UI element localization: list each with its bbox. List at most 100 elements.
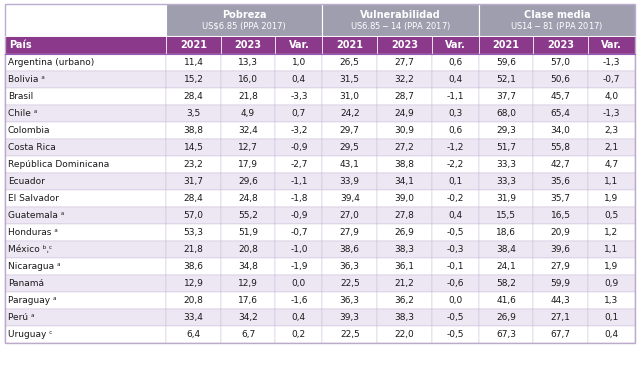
Bar — [323, 122, 377, 139]
Bar — [275, 258, 323, 275]
Text: 0,6: 0,6 — [448, 58, 462, 67]
Bar — [221, 36, 275, 54]
Text: -0,9: -0,9 — [290, 211, 308, 220]
Text: 30,9: 30,9 — [394, 126, 414, 135]
Text: -0,5: -0,5 — [447, 313, 464, 322]
Text: 33,3: 33,3 — [496, 177, 516, 186]
Bar — [323, 292, 377, 309]
Text: 2021: 2021 — [180, 40, 207, 50]
Bar — [479, 292, 533, 309]
Text: 57,0: 57,0 — [184, 211, 204, 220]
Text: 0,4: 0,4 — [292, 75, 306, 84]
Bar — [166, 54, 221, 71]
Bar — [5, 122, 166, 139]
Bar — [377, 224, 431, 241]
Text: 0,4: 0,4 — [448, 75, 462, 84]
Text: 2023: 2023 — [547, 40, 574, 50]
Bar — [588, 54, 635, 71]
Text: 1,1: 1,1 — [604, 177, 619, 186]
Bar — [588, 224, 635, 241]
Text: 27,8: 27,8 — [394, 211, 414, 220]
Bar — [479, 190, 533, 207]
Text: 36,1: 36,1 — [394, 262, 414, 271]
Bar — [5, 258, 166, 275]
Text: 39,4: 39,4 — [340, 194, 360, 203]
Text: 39,6: 39,6 — [550, 245, 571, 254]
Text: 52,1: 52,1 — [496, 75, 516, 84]
Text: 27,9: 27,9 — [550, 262, 570, 271]
Text: 0,0: 0,0 — [292, 279, 306, 288]
Bar — [275, 173, 323, 190]
Bar — [533, 122, 588, 139]
Bar — [275, 156, 323, 173]
Bar — [221, 54, 275, 71]
Bar — [533, 207, 588, 224]
Text: 38,3: 38,3 — [394, 245, 414, 254]
Bar — [533, 105, 588, 122]
Bar — [479, 54, 533, 71]
Text: 27,0: 27,0 — [340, 211, 360, 220]
Text: 0,9: 0,9 — [604, 279, 619, 288]
Bar — [275, 54, 323, 71]
Bar — [166, 326, 221, 343]
Text: 59,9: 59,9 — [550, 279, 571, 288]
Text: US$14-$81 (PPA 2017): US$14-$81 (PPA 2017) — [510, 20, 604, 32]
Text: 67,3: 67,3 — [496, 330, 516, 339]
Text: Bolivia ᵃ: Bolivia ᵃ — [8, 75, 45, 84]
Bar — [221, 190, 275, 207]
Bar — [377, 309, 431, 326]
Text: Clase media: Clase media — [524, 10, 590, 20]
Bar — [377, 190, 431, 207]
Text: 2,3: 2,3 — [604, 126, 618, 135]
Bar — [5, 71, 166, 88]
Bar — [377, 36, 431, 54]
Text: 53,3: 53,3 — [184, 228, 204, 237]
Text: 13,3: 13,3 — [238, 58, 258, 67]
Bar — [5, 275, 166, 292]
Text: 34,1: 34,1 — [394, 177, 414, 186]
Text: -1,1: -1,1 — [290, 177, 308, 186]
Text: 34,8: 34,8 — [238, 262, 258, 271]
Text: 15,2: 15,2 — [184, 75, 204, 84]
Bar — [221, 156, 275, 173]
Text: 37,7: 37,7 — [496, 92, 516, 101]
Text: Honduras ᵃ: Honduras ᵃ — [8, 228, 58, 237]
Bar — [588, 36, 635, 54]
Bar — [588, 139, 635, 156]
Bar — [479, 173, 533, 190]
Bar — [323, 241, 377, 258]
Text: 34,2: 34,2 — [238, 313, 258, 322]
Bar — [166, 105, 221, 122]
Bar — [479, 36, 533, 54]
Bar — [431, 105, 479, 122]
Bar — [275, 275, 323, 292]
Text: 0,4: 0,4 — [604, 330, 618, 339]
Text: 27,9: 27,9 — [340, 228, 360, 237]
Bar — [588, 71, 635, 88]
Text: 1,9: 1,9 — [604, 194, 619, 203]
Text: -2,7: -2,7 — [290, 160, 308, 169]
Bar — [431, 88, 479, 105]
Bar — [431, 207, 479, 224]
Text: Nicaragua ᵃ: Nicaragua ᵃ — [8, 262, 61, 271]
Text: 16,0: 16,0 — [238, 75, 258, 84]
Text: 31,5: 31,5 — [340, 75, 360, 84]
Bar — [221, 309, 275, 326]
Bar — [323, 207, 377, 224]
Text: 38,8: 38,8 — [184, 126, 204, 135]
Text: 35,7: 35,7 — [550, 194, 571, 203]
Bar — [166, 190, 221, 207]
Bar — [166, 156, 221, 173]
Bar — [221, 326, 275, 343]
Text: 0,2: 0,2 — [292, 330, 306, 339]
Text: US$6.85 (PPA 2017): US$6.85 (PPA 2017) — [202, 21, 286, 31]
Bar — [533, 36, 588, 54]
Bar — [431, 173, 479, 190]
Bar — [221, 88, 275, 105]
Bar — [5, 139, 166, 156]
Text: 0,4: 0,4 — [292, 313, 306, 322]
Bar — [431, 36, 479, 54]
Text: 3,5: 3,5 — [186, 109, 200, 118]
Text: 27,1: 27,1 — [550, 313, 570, 322]
Text: 67,7: 67,7 — [550, 330, 571, 339]
